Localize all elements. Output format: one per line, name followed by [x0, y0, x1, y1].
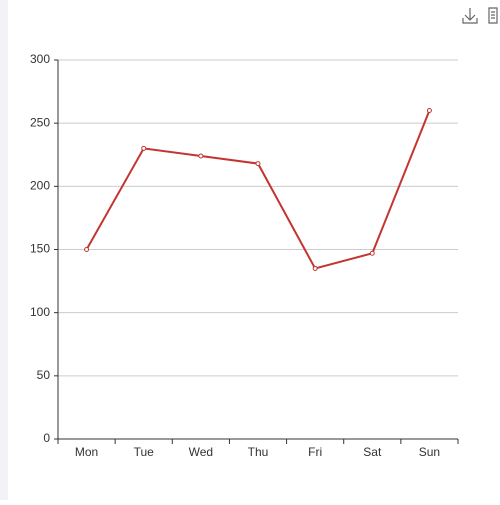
side-strip — [0, 0, 8, 500]
y-tick-label: 0 — [43, 431, 50, 445]
toolbox-download[interactable] — [462, 8, 478, 24]
y-tick-label: 150 — [30, 242, 50, 256]
y-tick-label: 50 — [37, 368, 51, 382]
point — [312, 265, 318, 271]
y-tick-label: 200 — [30, 179, 50, 193]
point — [255, 161, 261, 167]
y-tick-label: 250 — [30, 115, 50, 129]
x-tick-label: Wed — [189, 445, 213, 459]
x-tick-label: Sun — [419, 445, 440, 459]
line — [85, 110, 431, 270]
x-tick-label: Sat — [363, 445, 382, 459]
x-tick-label: Mon — [75, 445, 98, 459]
point — [426, 108, 432, 114]
point — [141, 145, 147, 151]
x-tick-label: Thu — [248, 445, 269, 459]
point — [84, 247, 90, 252]
x-tick-label: Tue — [134, 445, 155, 459]
x-tick-label: Fri — [308, 445, 322, 459]
point — [198, 153, 204, 159]
y-tick-label: 100 — [30, 305, 50, 319]
y-tick-label: 300 — [30, 52, 50, 66]
point — [369, 250, 375, 256]
toolbox-data-view[interactable] — [488, 7, 498, 24]
